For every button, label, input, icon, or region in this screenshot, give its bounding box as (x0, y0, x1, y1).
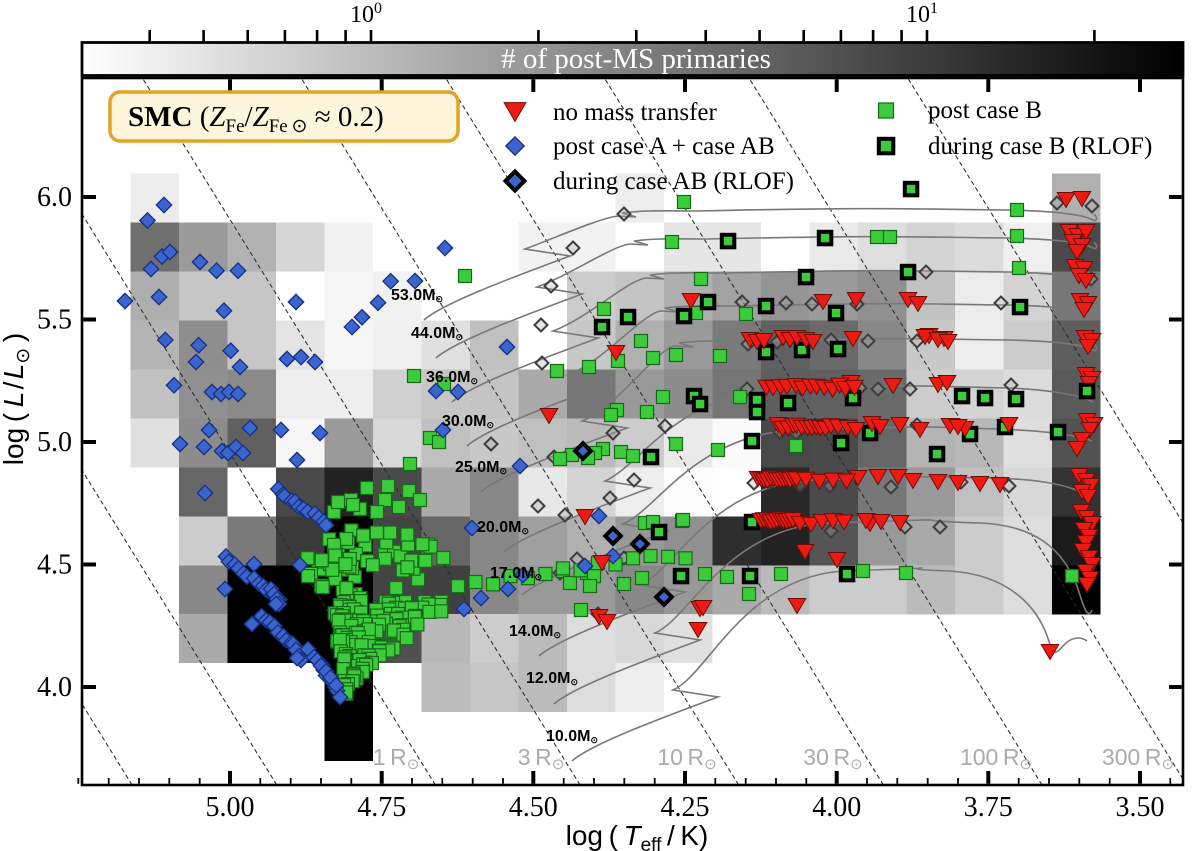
svg-text:4.00: 4.00 (812, 792, 861, 823)
svg-text:20.0M⊙: 20.0M⊙ (477, 519, 529, 536)
svg-text:30 R⊙: 30 R⊙ (803, 744, 862, 773)
svg-text:36.0M⊙: 36.0M⊙ (426, 369, 478, 386)
svg-text:100: 100 (350, 0, 382, 28)
svg-text:25.0M⊙: 25.0M⊙ (455, 459, 507, 476)
svg-text:during case AB (RLOF): during case AB (RLOF) (553, 168, 794, 195)
svg-text:post case B: post case B (928, 97, 1042, 124)
svg-text:3.75: 3.75 (964, 792, 1013, 823)
svg-text:5.0: 5.0 (37, 427, 72, 458)
svg-text:3.50: 3.50 (1116, 792, 1165, 823)
svg-text:30.0M⊙: 30.0M⊙ (442, 413, 494, 430)
svg-text:10.0M⊙: 10.0M⊙ (546, 728, 598, 745)
svg-text:no mass transfer: no mass transfer (553, 99, 718, 126)
svg-text:SMC (ZFe/ZFe ⊙ ≈ 0.2): SMC (ZFe/ZFe ⊙ ≈ 0.2) (128, 101, 384, 137)
svg-text:4.5: 4.5 (37, 550, 72, 581)
svg-text:44.0M⊙: 44.0M⊙ (411, 325, 463, 342)
svg-text:4.50: 4.50 (509, 792, 558, 823)
svg-text:5.5: 5.5 (37, 305, 72, 336)
svg-text:during case B (RLOF): during case B (RLOF) (928, 133, 1152, 160)
svg-text:6.0: 6.0 (37, 182, 72, 213)
svg-text:log ( Teff / K): log ( Teff / K) (566, 820, 709, 851)
svg-text:post case A + case AB: post case A + case AB (553, 133, 775, 160)
svg-text:53.0M⊙: 53.0M⊙ (391, 287, 443, 304)
svg-text:# of post-MS primaries: # of post-MS primaries (501, 43, 771, 75)
svg-text:4.75: 4.75 (357, 792, 406, 823)
svg-text:17.0M⊙: 17.0M⊙ (490, 565, 542, 582)
svg-text:12.0M⊙: 12.0M⊙ (526, 670, 578, 687)
svg-text:14.0M⊙: 14.0M⊙ (509, 623, 561, 640)
svg-text:4.25: 4.25 (661, 792, 710, 823)
svg-text:4.0: 4.0 (37, 672, 72, 703)
svg-text:5.00: 5.00 (206, 792, 255, 823)
